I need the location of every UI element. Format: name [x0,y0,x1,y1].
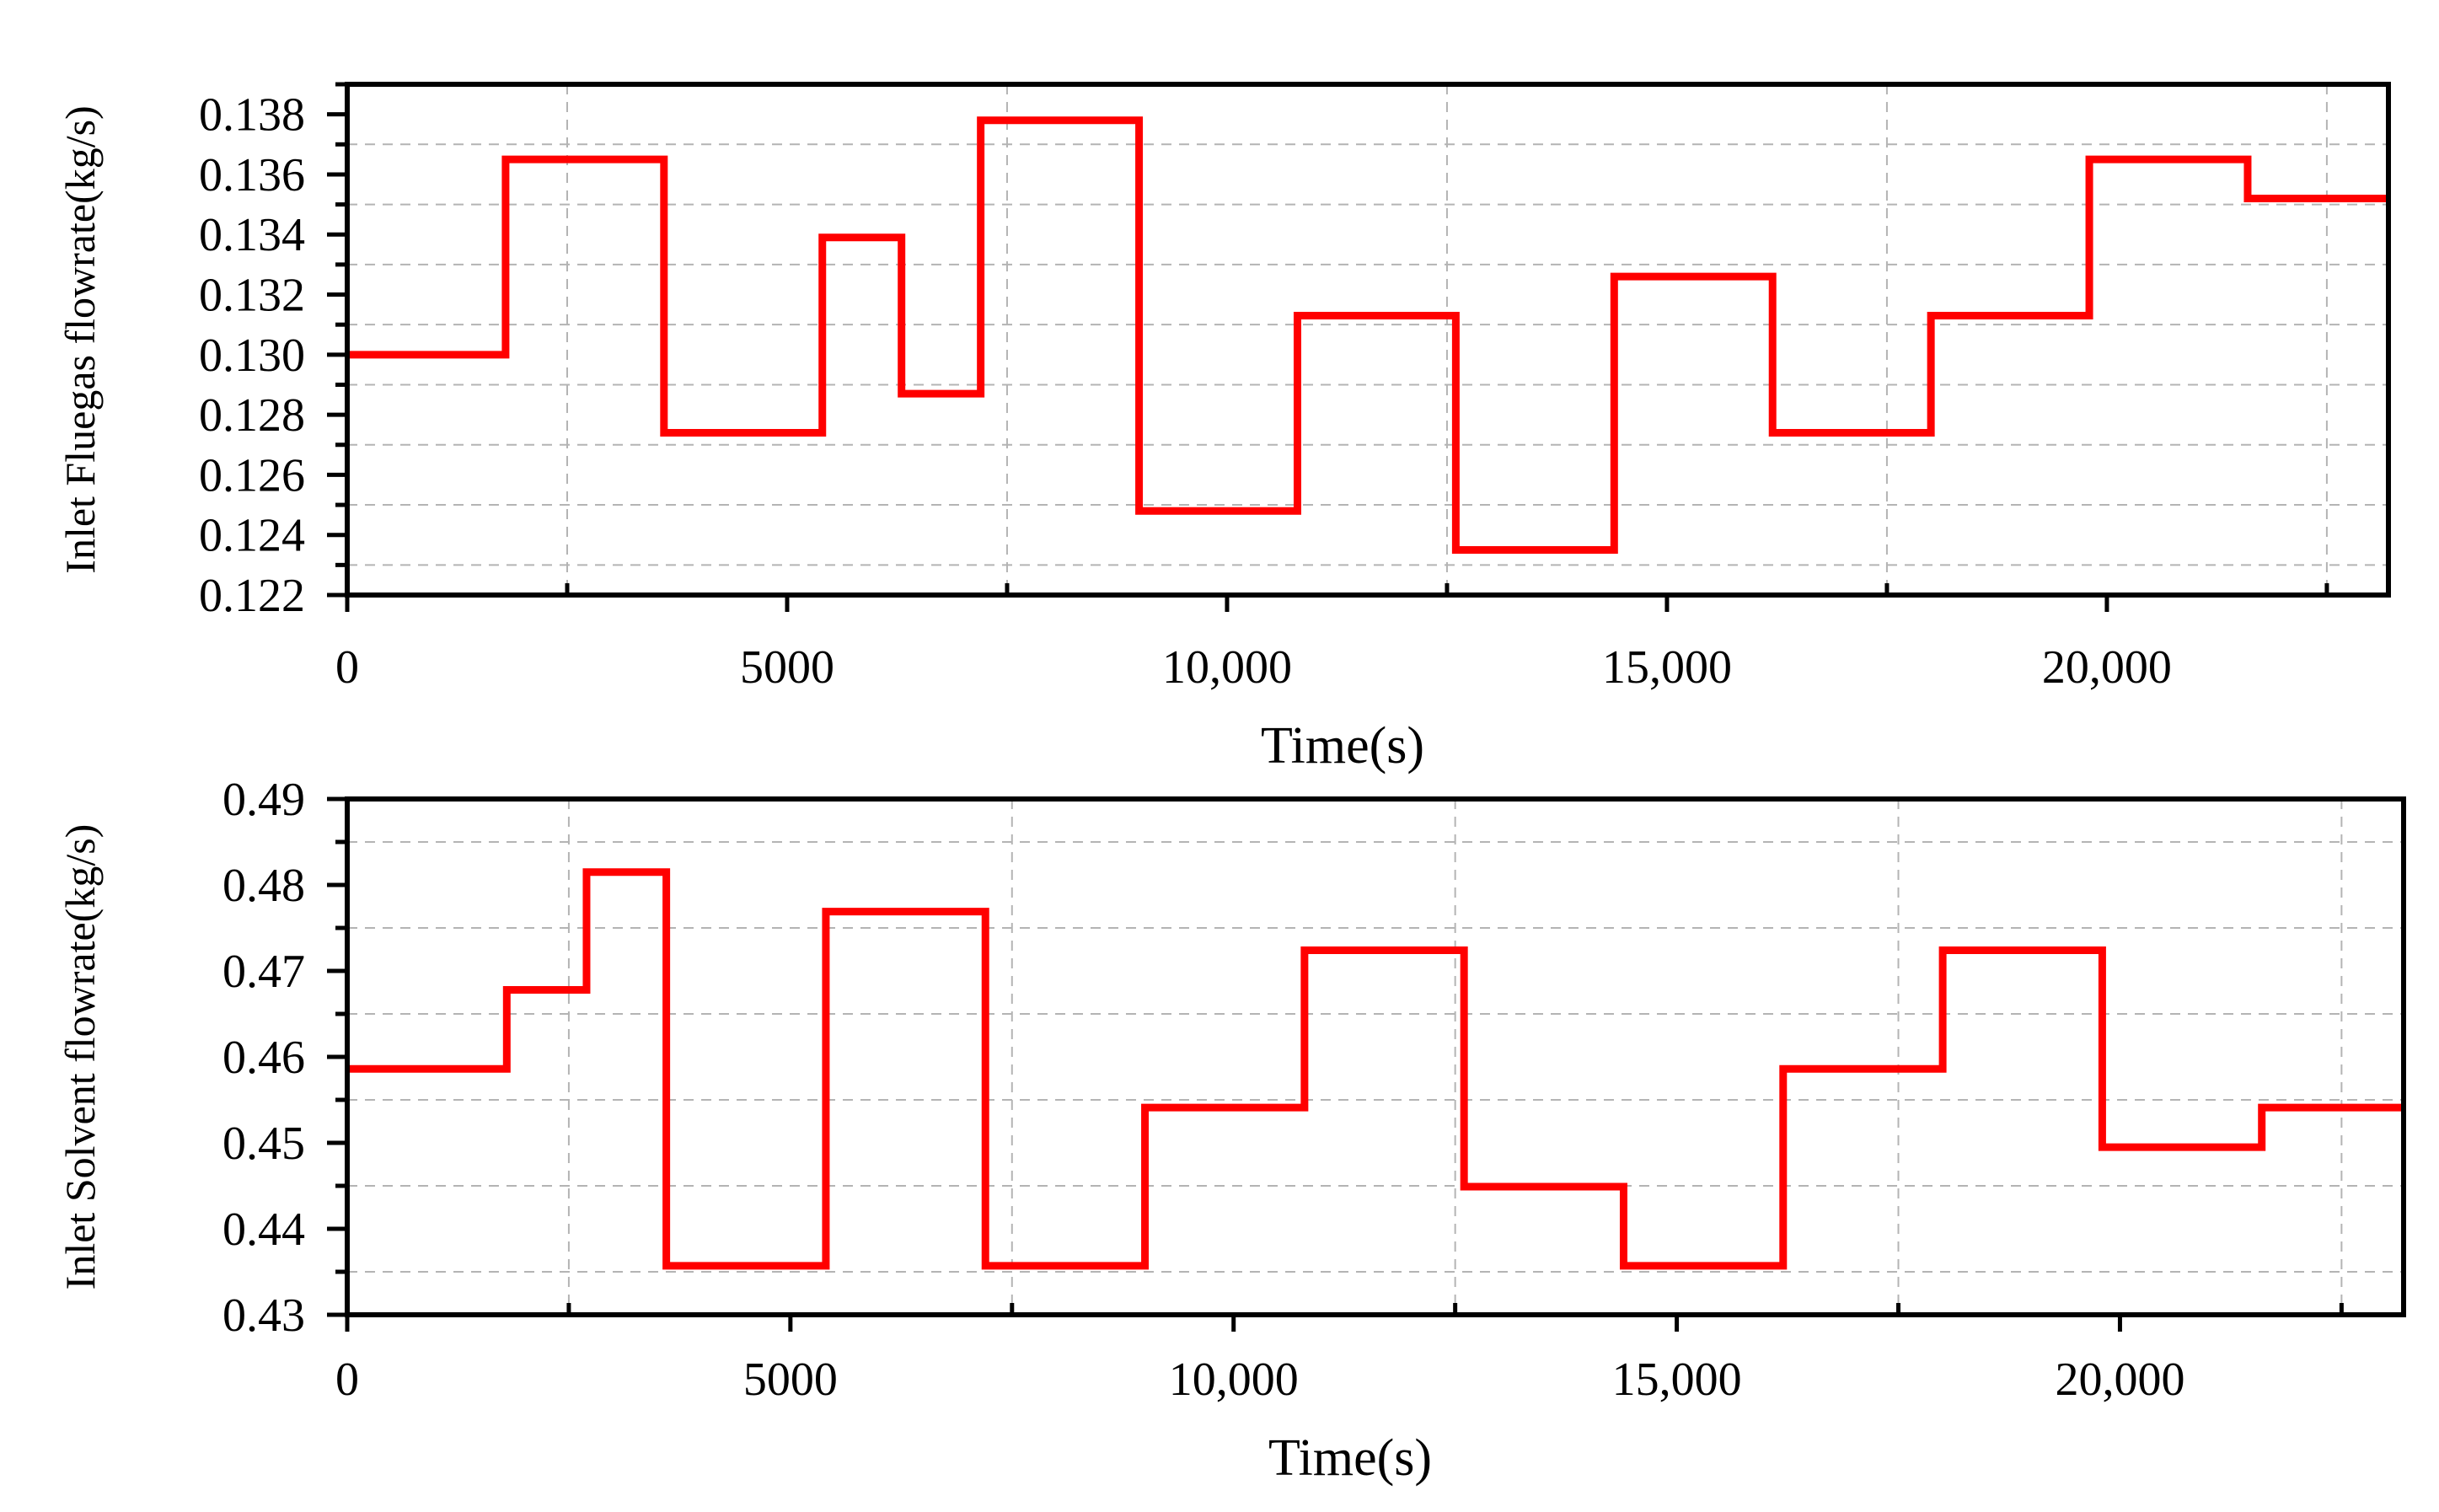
fluegas-y-tick-label: 0.122 [199,570,305,622]
solvent-y-tick-label: 0.49 [222,774,305,826]
fluegas-y-tick-label: 0.128 [199,389,305,442]
solvent-x-axis-title: Time(s) [1268,1429,1432,1487]
solvent-y-axis-title: Inlet Solvent flowrate(kg/s) [56,824,104,1290]
solvent-y-tick-label: 0.43 [222,1289,305,1342]
fluegas-y-tick-label: 0.126 [199,449,305,501]
fluegas-x-tick-label: 5000 [740,641,834,694]
solvent-x-tick-label: 0 [335,1354,359,1406]
fluegas-y-tick-label: 0.136 [199,149,305,201]
solvent-y-tick-label: 0.45 [222,1118,305,1170]
solvent-chart: 0 5000 10,000 15,000 20,000 0.43 0.44 0.45 0.46 0… [56,774,2406,1487]
fluegas-y-tick-label: 0.132 [199,270,305,322]
solvent-y-tick-label: 0.46 [222,1032,305,1084]
solvent-x-tick-label: 15,000 [1612,1354,1742,1406]
fluegas-y-tick-label: 0.138 [199,89,305,142]
fluegas-y-tick-label: 0.124 [199,510,305,562]
solvent-x-tick-label: 10,000 [1169,1354,1299,1406]
fluegas-x-tick-label: 0 [335,641,359,694]
solvent-y-tick-label: 0.48 [222,860,305,912]
solvent-plot-frame [345,796,2406,1317]
fluegas-x-axis-title: Time(s) [1261,717,1424,775]
solvent-x-tick-label: 5000 [743,1354,838,1406]
solvent-x-tick-label: 20,000 [2055,1354,2184,1406]
fluegas-x-tick-label: 10,000 [1162,641,1292,694]
fluegas-x-tick-label: 20,000 [2042,641,2172,694]
fluegas-x-tick-label: 15,000 [1602,641,1732,694]
fluegas-y-tick-label: 0.134 [199,209,305,261]
fluegas-series-line [347,116,2388,555]
fluegas-chart: 0 5000 10,000 15,000 20,000 0.122 0.124 0.126 0.… [56,82,2391,775]
solvent-series-line [347,868,2404,1270]
fluegas-y-axis-title: Inlet Fluegas flowrate(kg/s) [56,105,104,573]
fluegas-plot-frame [345,82,2391,598]
solvent-y-tick-label: 0.44 [222,1204,305,1256]
fluegas-y-tick-label: 0.130 [199,330,305,382]
solvent-y-tick-label: 0.47 [222,946,305,998]
